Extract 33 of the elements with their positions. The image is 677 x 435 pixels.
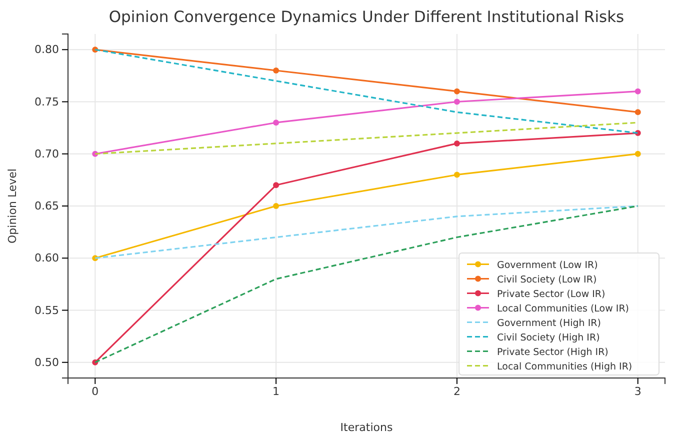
legend-label: Local Communities (High IR) [497,361,632,372]
point [454,98,460,105]
legend-label: Civil Society (Low IR) [497,274,597,286]
point [273,203,280,209]
legend-label: Local Communities (Low IR) [497,303,629,314]
y-tick-label: 0.65 [34,200,59,213]
point [273,120,280,126]
point [634,88,641,94]
chart-title: Opinion Convergence Dynamics Under Different Institutional Risks [108,8,624,26]
legend-label: Civil Society (High IR) [497,332,600,344]
legend-label: Private Sector (High IR) [497,346,608,358]
legend-label: Government (Low IR) [497,260,598,271]
x-tick-label: 0 [92,384,99,398]
y-tick-label: 0.60 [34,252,59,265]
x-tick-label: 1 [272,384,280,398]
legend-label: Private Sector (Low IR) [497,288,606,300]
point [273,182,280,188]
point [273,67,280,74]
legend-label: Government (High IR) [497,318,601,329]
point [454,172,460,178]
point [634,109,641,116]
y-tick-label: 0.70 [34,147,59,160]
y-tick-label: 0.55 [34,304,59,317]
y-tick-label: 0.50 [34,356,59,369]
y-axis-title: Opinion Level [6,168,19,244]
point [454,88,460,94]
y-tick-label: 0.75 [34,95,59,108]
point [454,140,460,146]
x-axis-title: Iterations [340,421,393,434]
x-tick-label: 2 [453,384,460,398]
point [634,150,641,157]
x-tick-label: 3 [634,384,642,398]
y-tick-label: 0.80 [34,43,59,56]
